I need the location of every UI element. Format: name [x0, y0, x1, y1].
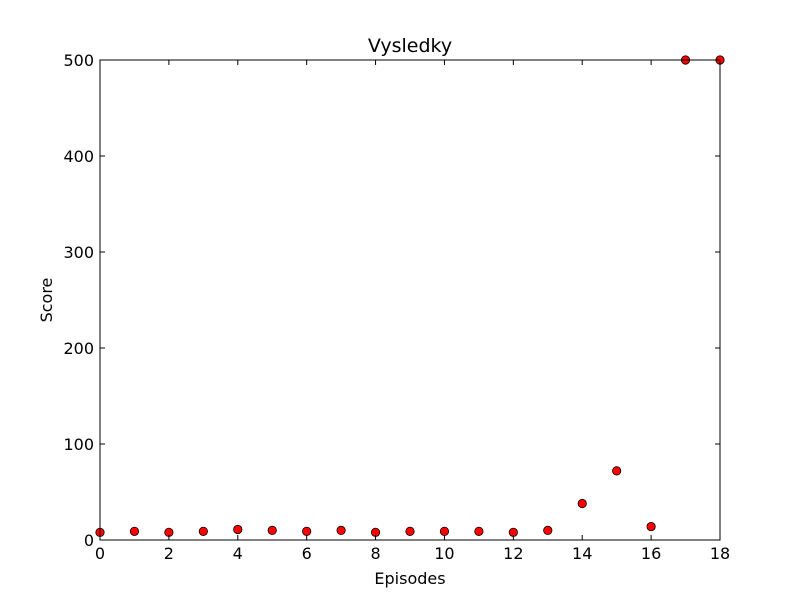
data-point: [405, 526, 415, 536]
y-tick-label: 300: [63, 243, 94, 262]
data-point: [302, 526, 312, 536]
data-point: [439, 526, 450, 536]
x-tick-label: 18: [710, 544, 730, 563]
x-tick-label: 6: [302, 544, 312, 563]
x-tick-label: 4: [233, 544, 243, 563]
x-tick-label: 8: [370, 544, 380, 563]
y-tick-label: 0: [84, 531, 94, 550]
x-axis-label: Episodes: [374, 569, 445, 588]
x-tick-label: 2: [164, 544, 174, 563]
plot-frame: [99, 59, 721, 541]
data-point: [543, 525, 553, 536]
data-point: [646, 521, 656, 532]
x-tick-label: 12: [503, 544, 523, 563]
axis-ticks: 0 2 4 6 8 10 12 14 16 18 0 100 200 300 400 500: [63, 51, 730, 563]
data-point: [129, 526, 140, 536]
data-point: [577, 498, 587, 509]
y-tick-label: 400: [63, 147, 94, 166]
y-tick-label: 200: [63, 339, 94, 358]
data-point: [612, 466, 622, 476]
x-tick-label: 16: [641, 544, 661, 563]
data-point: [267, 525, 277, 536]
data-point: [198, 526, 208, 536]
y-axis-label: Score: [37, 278, 56, 323]
y-tick-label: 500: [63, 51, 94, 70]
chart-title: Vysledky: [368, 35, 452, 57]
y-tick-label: 100: [63, 435, 94, 454]
data-point: [233, 524, 243, 535]
x-tick-label: 0: [95, 544, 105, 563]
x-tick-label: 14: [572, 544, 592, 563]
data-point: [474, 526, 484, 536]
data-point: [336, 525, 346, 536]
x-tick-label: 10: [434, 544, 454, 563]
